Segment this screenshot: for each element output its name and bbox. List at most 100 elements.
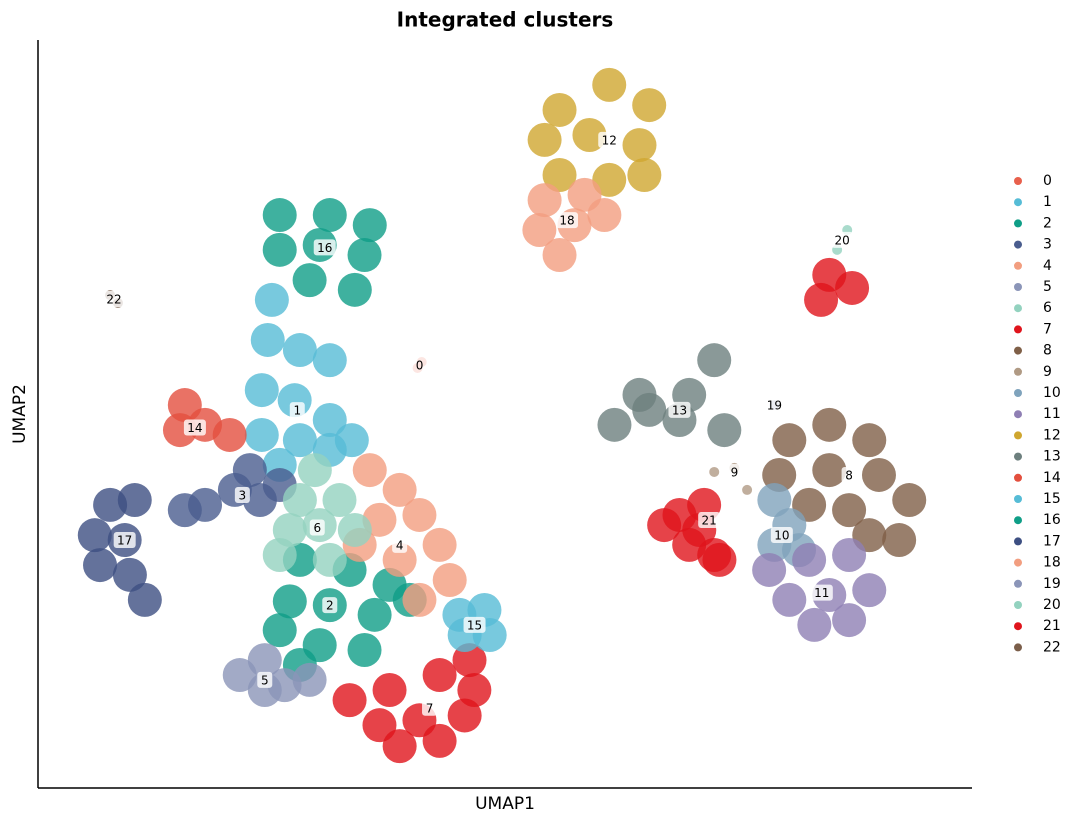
- legend-label: 3: [1043, 237, 1052, 253]
- point: [772, 582, 807, 617]
- legend-label: 1: [1043, 194, 1052, 210]
- legend-label: 8: [1043, 343, 1052, 359]
- legend-marker: [1014, 261, 1022, 270]
- point: [337, 512, 372, 547]
- point: [357, 597, 392, 632]
- point: [127, 582, 162, 617]
- cluster-label: 11: [814, 586, 829, 600]
- point: [422, 527, 457, 562]
- point: [347, 238, 382, 273]
- point: [402, 497, 437, 532]
- cluster-label-box: [257, 671, 273, 688]
- cluster-label-box: [392, 536, 408, 553]
- point: [527, 122, 562, 157]
- legend-marker: [1014, 579, 1022, 588]
- legend-label: 22: [1043, 639, 1061, 655]
- cluster-label: 22: [106, 292, 121, 306]
- cluster-label-box: [463, 616, 486, 633]
- x-axis-label: UMAP1: [475, 794, 535, 814]
- point: [262, 232, 297, 267]
- point: [247, 643, 282, 678]
- point: [772, 423, 807, 458]
- cluster-label-box: [309, 519, 325, 536]
- point: [347, 632, 382, 667]
- cluster-label: 15: [467, 618, 482, 632]
- point: [422, 723, 457, 758]
- point: [382, 542, 417, 577]
- point: [272, 584, 307, 619]
- point: [117, 483, 152, 518]
- point: [832, 537, 867, 572]
- point: [334, 423, 369, 458]
- point: [312, 542, 347, 577]
- cluster-label: 18: [559, 214, 574, 228]
- point: [322, 483, 357, 518]
- point: [592, 162, 627, 197]
- point: [707, 413, 742, 448]
- point: [167, 493, 202, 528]
- cluster-label-box: [289, 402, 305, 419]
- point: [882, 523, 917, 558]
- y-axis-label: UMAP2: [10, 384, 30, 444]
- legend-label: 21: [1043, 618, 1061, 634]
- legend-label: 16: [1043, 512, 1061, 528]
- legend-label: 6: [1043, 300, 1052, 316]
- point: [709, 466, 720, 477]
- point: [752, 552, 787, 587]
- cluster-label-box: [113, 532, 136, 549]
- point: [292, 662, 327, 697]
- point: [250, 322, 285, 357]
- cluster-label: 2: [326, 599, 334, 613]
- cluster-label: 0: [416, 359, 424, 373]
- point: [757, 483, 792, 518]
- point: [852, 573, 887, 608]
- point: [372, 673, 407, 708]
- point: [522, 212, 557, 247]
- legend-label: 13: [1043, 449, 1061, 465]
- chart-title: Integrated clusters: [397, 8, 614, 32]
- point: [861, 457, 896, 492]
- point: [292, 263, 327, 298]
- legend-label: 9: [1043, 364, 1052, 380]
- cluster-label: 7: [426, 701, 434, 715]
- point: [222, 658, 257, 693]
- legend-marker: [1014, 516, 1022, 525]
- point: [432, 563, 467, 598]
- point: [597, 407, 632, 442]
- point: [282, 483, 317, 518]
- legend-marker: [1014, 431, 1022, 440]
- legend-label: 19: [1043, 576, 1061, 592]
- point: [332, 683, 367, 718]
- point: [622, 128, 657, 163]
- cluster-label: 13: [672, 403, 687, 417]
- point: [402, 582, 437, 617]
- point: [852, 423, 887, 458]
- point: [312, 402, 347, 437]
- point: [262, 613, 297, 648]
- cluster-label: 10: [774, 528, 789, 542]
- cluster-label-box: [422, 699, 438, 716]
- cluster-label: 6: [313, 521, 321, 535]
- legend-marker: [1014, 601, 1022, 609]
- cluster-label: 19: [767, 399, 782, 413]
- cluster-label-box: [234, 486, 250, 503]
- point: [812, 453, 847, 488]
- cluster-label: 8: [845, 468, 853, 482]
- points: [77, 67, 927, 764]
- point: [892, 483, 927, 518]
- cluster-label-box: [322, 597, 338, 614]
- cluster-label: 14: [187, 421, 202, 435]
- point: [297, 453, 332, 488]
- legend-label: 20: [1043, 597, 1061, 613]
- legend-label: 15: [1043, 491, 1061, 507]
- point: [362, 708, 397, 743]
- cluster-label: 17: [117, 534, 132, 548]
- point: [542, 238, 577, 273]
- cluster-label-box: [103, 290, 126, 307]
- point: [447, 698, 482, 733]
- legend-marker: [1014, 643, 1022, 652]
- point: [697, 343, 732, 378]
- cluster-label: 4: [396, 538, 404, 552]
